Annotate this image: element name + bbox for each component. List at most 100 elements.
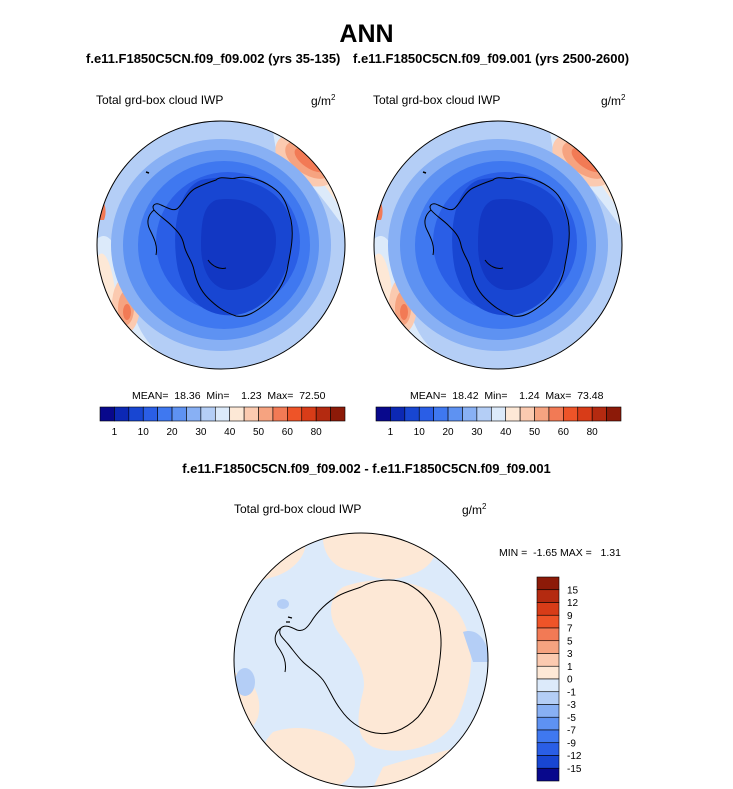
figure-title: ANN [339,20,394,48]
colorbar-swatch [536,627,560,642]
colorbar-tick-label: -5 [567,713,576,724]
colorbar-swatch [229,406,245,422]
colorbar-swatch [536,602,560,616]
right-stats: MEAN= 18.42 Min= 1.24 Max= 73.48 [410,390,604,402]
case1-label: f.e11.F1850C5CN.f09_f09.002 (yrs 35-135) [86,51,341,66]
colorbar-swatch [447,406,463,422]
right-colorbar: 1 10 20 30 40 50 60 80 [375,406,622,438]
colorbar-swatch [534,406,550,422]
colorbar-tick-label: 20 [442,427,454,438]
colorbar-swatch [536,614,560,629]
colorbar-tick-label: 40 [500,427,512,438]
colorbar-swatch [301,406,317,422]
colorbar-swatch [157,406,173,422]
diff-polar-map [233,532,489,788]
colorbar-tick-label: 12 [567,598,579,609]
colorbar-tick-label: 80 [311,427,323,438]
case2-label: f.e11.F1850C5CN.f09_f09.001 (yrs 2500-26… [353,51,630,66]
colorbar-swatch [536,742,560,756]
colorbar-swatch [200,406,216,422]
difference-label: f.e11.F1850C5CN.f09_f09.002 - f.e11.F185… [182,461,551,476]
colorbar-swatch [404,406,420,422]
colorbar-tick-label: 1 [388,427,394,438]
colorbar-swatch [536,589,560,603]
colorbar-tick-label: 20 [166,427,178,438]
colorbar-tick-label: -9 [567,738,576,749]
colorbar-swatch [490,406,507,422]
diff-variable-name: Total grd-box cloud IWP [234,502,362,516]
colorbar-tick-label: 3 [567,649,573,660]
colorbar-tick-label: -7 [567,726,576,737]
diff-stats: MIN = -1.65 MAX = 1.31 [499,547,621,559]
colorbar-swatch [287,406,303,422]
colorbar-swatch [99,406,115,422]
colorbar-swatch [418,406,434,422]
colorbar-swatch [563,406,579,422]
colorbar-swatch [315,406,331,422]
colorbar-swatch [536,729,560,744]
colorbar-tick-label: 1 [567,662,573,673]
left-polar-map [96,120,346,370]
left-units: g/m2 [311,93,336,108]
colorbar-swatch [505,406,521,422]
colorbar-tick-label: 10 [138,427,150,438]
colorbar-swatch [128,406,144,422]
colorbar-swatch [548,406,564,422]
colorbar-tick-label: 50 [253,427,265,438]
colorbar-swatch [536,640,560,654]
colorbar-swatch [330,406,346,422]
colorbar-tick-label: 60 [282,427,294,438]
colorbar-swatch [591,406,607,422]
colorbar-tick-label: 30 [471,427,483,438]
colorbar-tick-label: 5 [567,636,573,647]
colorbar-swatch [536,716,560,731]
colorbar-swatch [171,406,187,422]
colorbar-tick-label: 50 [529,427,541,438]
colorbar-swatch [375,406,391,422]
colorbar-swatch [476,406,492,422]
colorbar-tick-label: 10 [414,427,426,438]
colorbar-swatch [462,406,478,422]
right-polar-map [373,120,623,370]
colorbar-swatch [536,653,560,667]
colorbar-swatch [536,665,560,680]
colorbar-swatch [536,755,560,769]
colorbar-swatch [114,406,130,422]
colorbar-swatch [536,678,560,693]
colorbar-tick-label: 60 [558,427,570,438]
colorbar-swatch [519,406,535,422]
colorbar-tick-label: -3 [567,700,576,711]
left-colorbar: 1 10 20 30 40 50 60 80 [99,406,346,438]
colorbar-swatch [536,691,560,705]
colorbar-tick-label: 40 [224,427,236,438]
colorbar-swatch [186,406,202,422]
colorbar-swatch [606,406,622,422]
colorbar-tick-label: 0 [567,675,573,686]
colorbar-tick-label: 1 [112,427,118,438]
colorbar-swatch [258,406,274,422]
colorbar-tick-label: 7 [567,624,573,635]
diff-units: g/m2 [462,502,487,517]
colorbar-swatch [214,406,231,422]
colorbar-tick-label: 30 [195,427,207,438]
left-stats: MEAN= 18.36 Min= 1.23 Max= 72.50 [132,390,326,402]
diff-colorbar: 15 12 9 75 3 1 0-1 -3 -5 -7-9 -12 -15 [536,576,582,782]
colorbar-tick-label: 15 [567,585,579,596]
colorbar-swatch [243,406,259,422]
colorbar-tick-label: -1 [567,687,576,698]
right-variable-name: Total grd-box cloud IWP [373,93,501,107]
colorbar-swatch [272,406,288,422]
colorbar-swatch [536,704,560,718]
colorbar-tick-label: 80 [587,427,599,438]
colorbar-swatch [390,406,406,422]
colorbar-swatch [433,406,449,422]
colorbar-swatch [536,576,560,591]
colorbar-tick-label: -12 [567,751,582,762]
colorbar-swatch [142,406,158,422]
colorbar-tick-label: -15 [567,764,582,775]
left-variable-name: Total grd-box cloud IWP [96,93,224,107]
colorbar-tick-label: 9 [567,611,573,622]
colorbar-swatch [577,406,593,422]
right-units: g/m2 [601,93,626,108]
colorbar-swatch [536,767,560,782]
